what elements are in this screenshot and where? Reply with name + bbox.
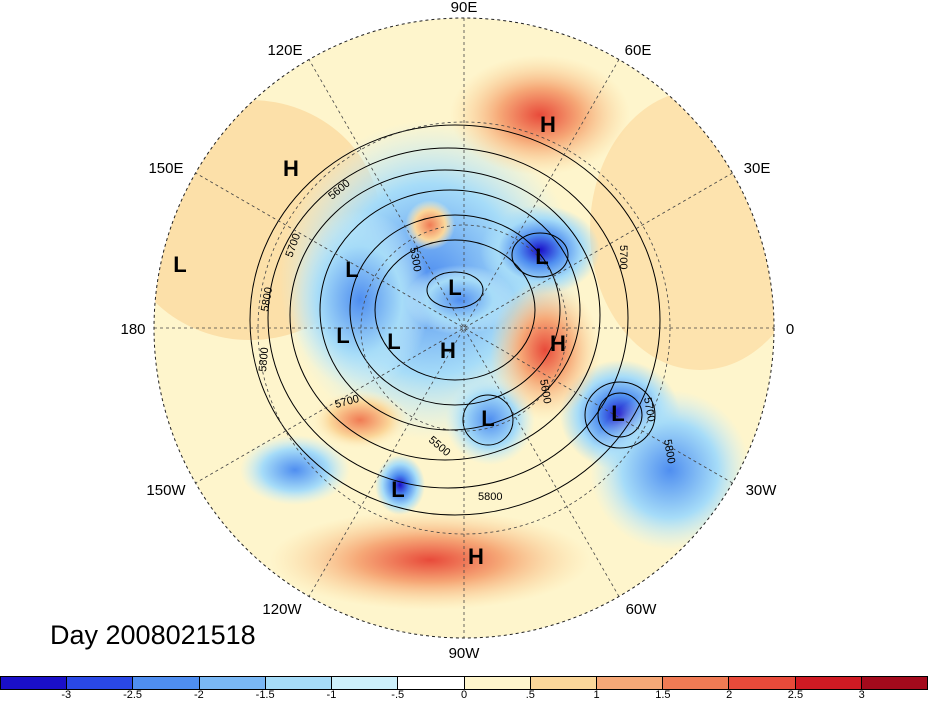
- high-center: H: [468, 544, 484, 569]
- high-center: H: [540, 112, 556, 137]
- high-center: H: [550, 331, 566, 356]
- lon-label-120e: 120E: [267, 42, 302, 59]
- polar-stereographic-map: 90E 60E 30E 0 30W 60W 90W 120W 150W 180 …: [120, 0, 794, 662]
- colorbar-tick-label: -2.5: [123, 689, 143, 701]
- colorbar-swatch: [795, 677, 862, 689]
- longitude-labels: 90E 60E 30E 0 30W 60W 90W 120W 150W 180 …: [120, 0, 794, 662]
- lon-label-90w: 90W: [449, 645, 481, 662]
- colorbar-tick-label: 1.5: [655, 689, 671, 701]
- lon-label-30e: 30E: [744, 160, 771, 177]
- low-center: L: [481, 406, 494, 431]
- colorbar-swatch: [332, 677, 399, 689]
- low-center: L: [535, 244, 548, 269]
- lon-label-90e: 90E: [451, 0, 478, 16]
- contour-label: 5800: [661, 438, 677, 464]
- colorbar-tick-label: 1: [593, 689, 600, 701]
- colorbar-swatch: [67, 677, 134, 689]
- contour-label: 5600: [537, 378, 553, 404]
- lon-label-180: 180: [120, 321, 145, 338]
- colorbar-tick-labels: -3 -2.5 -2 -1.5 -1 -.5 0 .5 1 1.5 2 2.5 3: [0, 689, 928, 702]
- anomaly-shading: [154, 18, 774, 638]
- low-center: L: [336, 323, 349, 348]
- colorbar: [0, 676, 928, 690]
- contour-label: 5700: [617, 245, 629, 269]
- lon-label-60e: 60E: [625, 42, 652, 59]
- colorbar-tick-label: 3: [858, 689, 865, 701]
- colorbar-tick-label: -1: [326, 689, 337, 701]
- colorbar-swatch: [464, 677, 531, 689]
- low-center: L: [387, 329, 400, 354]
- colorbar-tick-label: -1.5: [255, 689, 275, 701]
- colorbar-swatch: [530, 677, 597, 689]
- colorbar-swatch: [663, 677, 730, 689]
- colorbar-swatch: [596, 677, 664, 689]
- pressure-centers: H L L L L L L H H L L L H H: [173, 112, 624, 569]
- colorbar-tick-label: .5: [525, 689, 535, 701]
- colorbar-tick-label: -.5: [391, 689, 405, 701]
- colorbar-swatch: [199, 677, 266, 689]
- lon-label-60w: 60W: [626, 601, 658, 618]
- low-center: L: [345, 257, 358, 282]
- low-center: L: [611, 401, 624, 426]
- lon-label-0: 0: [786, 321, 794, 338]
- colorbar-tick-label: 0: [460, 689, 468, 701]
- contour-label: 5700: [641, 396, 657, 422]
- graticule: [154, 18, 774, 638]
- contour-label: 5800: [259, 286, 275, 312]
- colorbar-tick-label: 2: [726, 689, 733, 701]
- lon-label-30w: 30W: [746, 482, 778, 499]
- height-contours: [249, 124, 661, 516]
- contour-label: 5300: [407, 246, 423, 272]
- colorbar-tick-label: -3: [61, 689, 72, 701]
- lon-label-150e: 150E: [148, 160, 183, 177]
- colorbar-swatch: [729, 677, 796, 689]
- low-center: L: [448, 275, 461, 300]
- low-center: L: [173, 252, 186, 277]
- lon-label-150w: 150W: [146, 482, 186, 499]
- colorbar-swatch: [1, 677, 68, 689]
- colorbar-swatch: [265, 677, 333, 689]
- colorbar-tick-label: -2: [193, 689, 204, 701]
- date-title: Day 2008021518: [50, 620, 256, 650]
- high-center: H: [440, 338, 456, 363]
- lon-label-120w: 120W: [262, 601, 302, 618]
- contour-label: 5800: [257, 347, 271, 372]
- colorbar-swatch: [133, 677, 200, 689]
- colorbar-swatch: [398, 677, 465, 689]
- colorbar-tick-label: 2.5: [787, 689, 804, 701]
- low-center: L: [391, 477, 404, 502]
- high-center: H: [283, 156, 299, 181]
- colorbar-swatch: [861, 677, 928, 689]
- map-boundary: [153, 17, 775, 639]
- contour-label: 5800: [478, 491, 502, 503]
